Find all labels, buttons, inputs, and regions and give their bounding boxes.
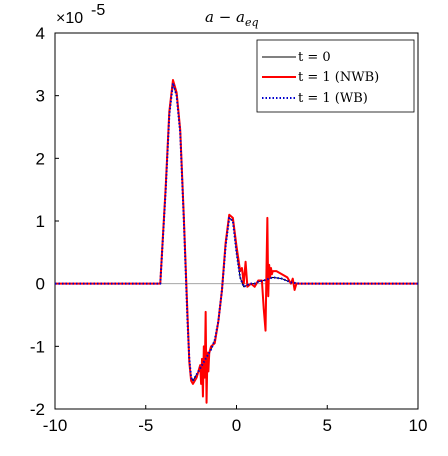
y-tick-label: 4	[36, 24, 45, 43]
series-group	[55, 79, 418, 404]
y-tick-label: 2	[36, 149, 45, 168]
series-line-wb	[55, 82, 418, 382]
chart-title: a − aeq	[205, 8, 259, 29]
y-exponent-base: ×10	[56, 10, 83, 27]
x-tick-label: 0	[232, 416, 241, 435]
y-tick-label: 3	[36, 87, 45, 106]
x-tick-label: 10	[409, 416, 428, 435]
legend-label-t0: t = 0	[298, 50, 331, 65]
chart-title-main: a − a	[205, 8, 245, 26]
chart-title-sub: eq	[245, 16, 259, 29]
y-tick-label: 0	[36, 275, 45, 294]
legend-item-nwb: t = 1 (NWB)	[262, 70, 379, 85]
y-exponent-power: -5	[91, 2, 105, 19]
y-tick-label: -1	[30, 337, 45, 356]
legend-label-nwb: t = 1 (NWB)	[298, 70, 379, 85]
x-tick-label: 5	[323, 416, 332, 435]
legend-item-t0: t = 0	[262, 50, 331, 65]
legend: t = 0 t = 1 (NWB) t = 1 (WB)	[256, 39, 415, 113]
x-tick-label: -5	[138, 416, 153, 435]
series-line-nwb	[55, 79, 418, 404]
x-tick-label: -10	[43, 416, 68, 435]
legend-item-wb: t = 1 (WB)	[262, 91, 368, 106]
y-tick-label: 1	[36, 212, 45, 231]
legend-label-wb: t = 1 (WB)	[298, 91, 368, 106]
y-tick-label: -2	[30, 400, 45, 419]
